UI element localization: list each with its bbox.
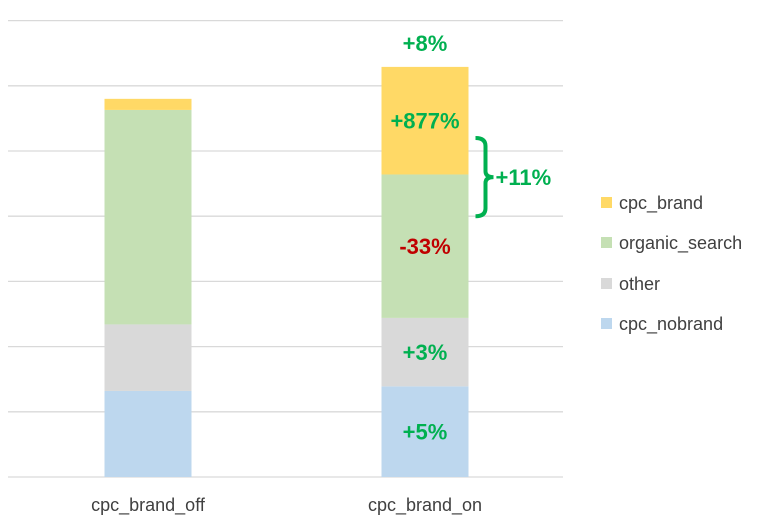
bar-segment-other xyxy=(104,324,192,391)
bar-segment-cpc_nobrand xyxy=(104,390,192,477)
x-tick-label: cpc_brand_on xyxy=(368,495,482,516)
bar-segment-other xyxy=(381,317,469,387)
legend-swatch xyxy=(601,237,612,248)
legend-label: other xyxy=(619,274,660,294)
annotation-label: +8% xyxy=(403,31,448,56)
bar-segment-organic_search xyxy=(104,109,192,325)
annotation-label: +5% xyxy=(403,420,448,445)
bar-segment-organic_search xyxy=(381,174,469,318)
legend-label: cpc_brand xyxy=(619,193,703,214)
annotation-label: -33% xyxy=(399,234,450,259)
bar-segment-cpc_brand xyxy=(104,98,192,110)
annotation-label: +3% xyxy=(403,340,448,365)
bar-segment-cpc_brand xyxy=(381,66,469,175)
curly-brace xyxy=(475,135,494,219)
annotation-label: +11% xyxy=(496,165,552,190)
legend-swatch xyxy=(601,318,612,329)
x-tick-label: cpc_brand_off xyxy=(91,495,206,516)
legend-swatch xyxy=(601,278,612,289)
legend-label: organic_search xyxy=(619,233,742,254)
annotation-label: +877% xyxy=(390,109,459,134)
legend-label: cpc_nobrand xyxy=(619,314,723,335)
legend-swatch xyxy=(601,197,612,208)
bar-segment-cpc_nobrand xyxy=(381,386,469,477)
